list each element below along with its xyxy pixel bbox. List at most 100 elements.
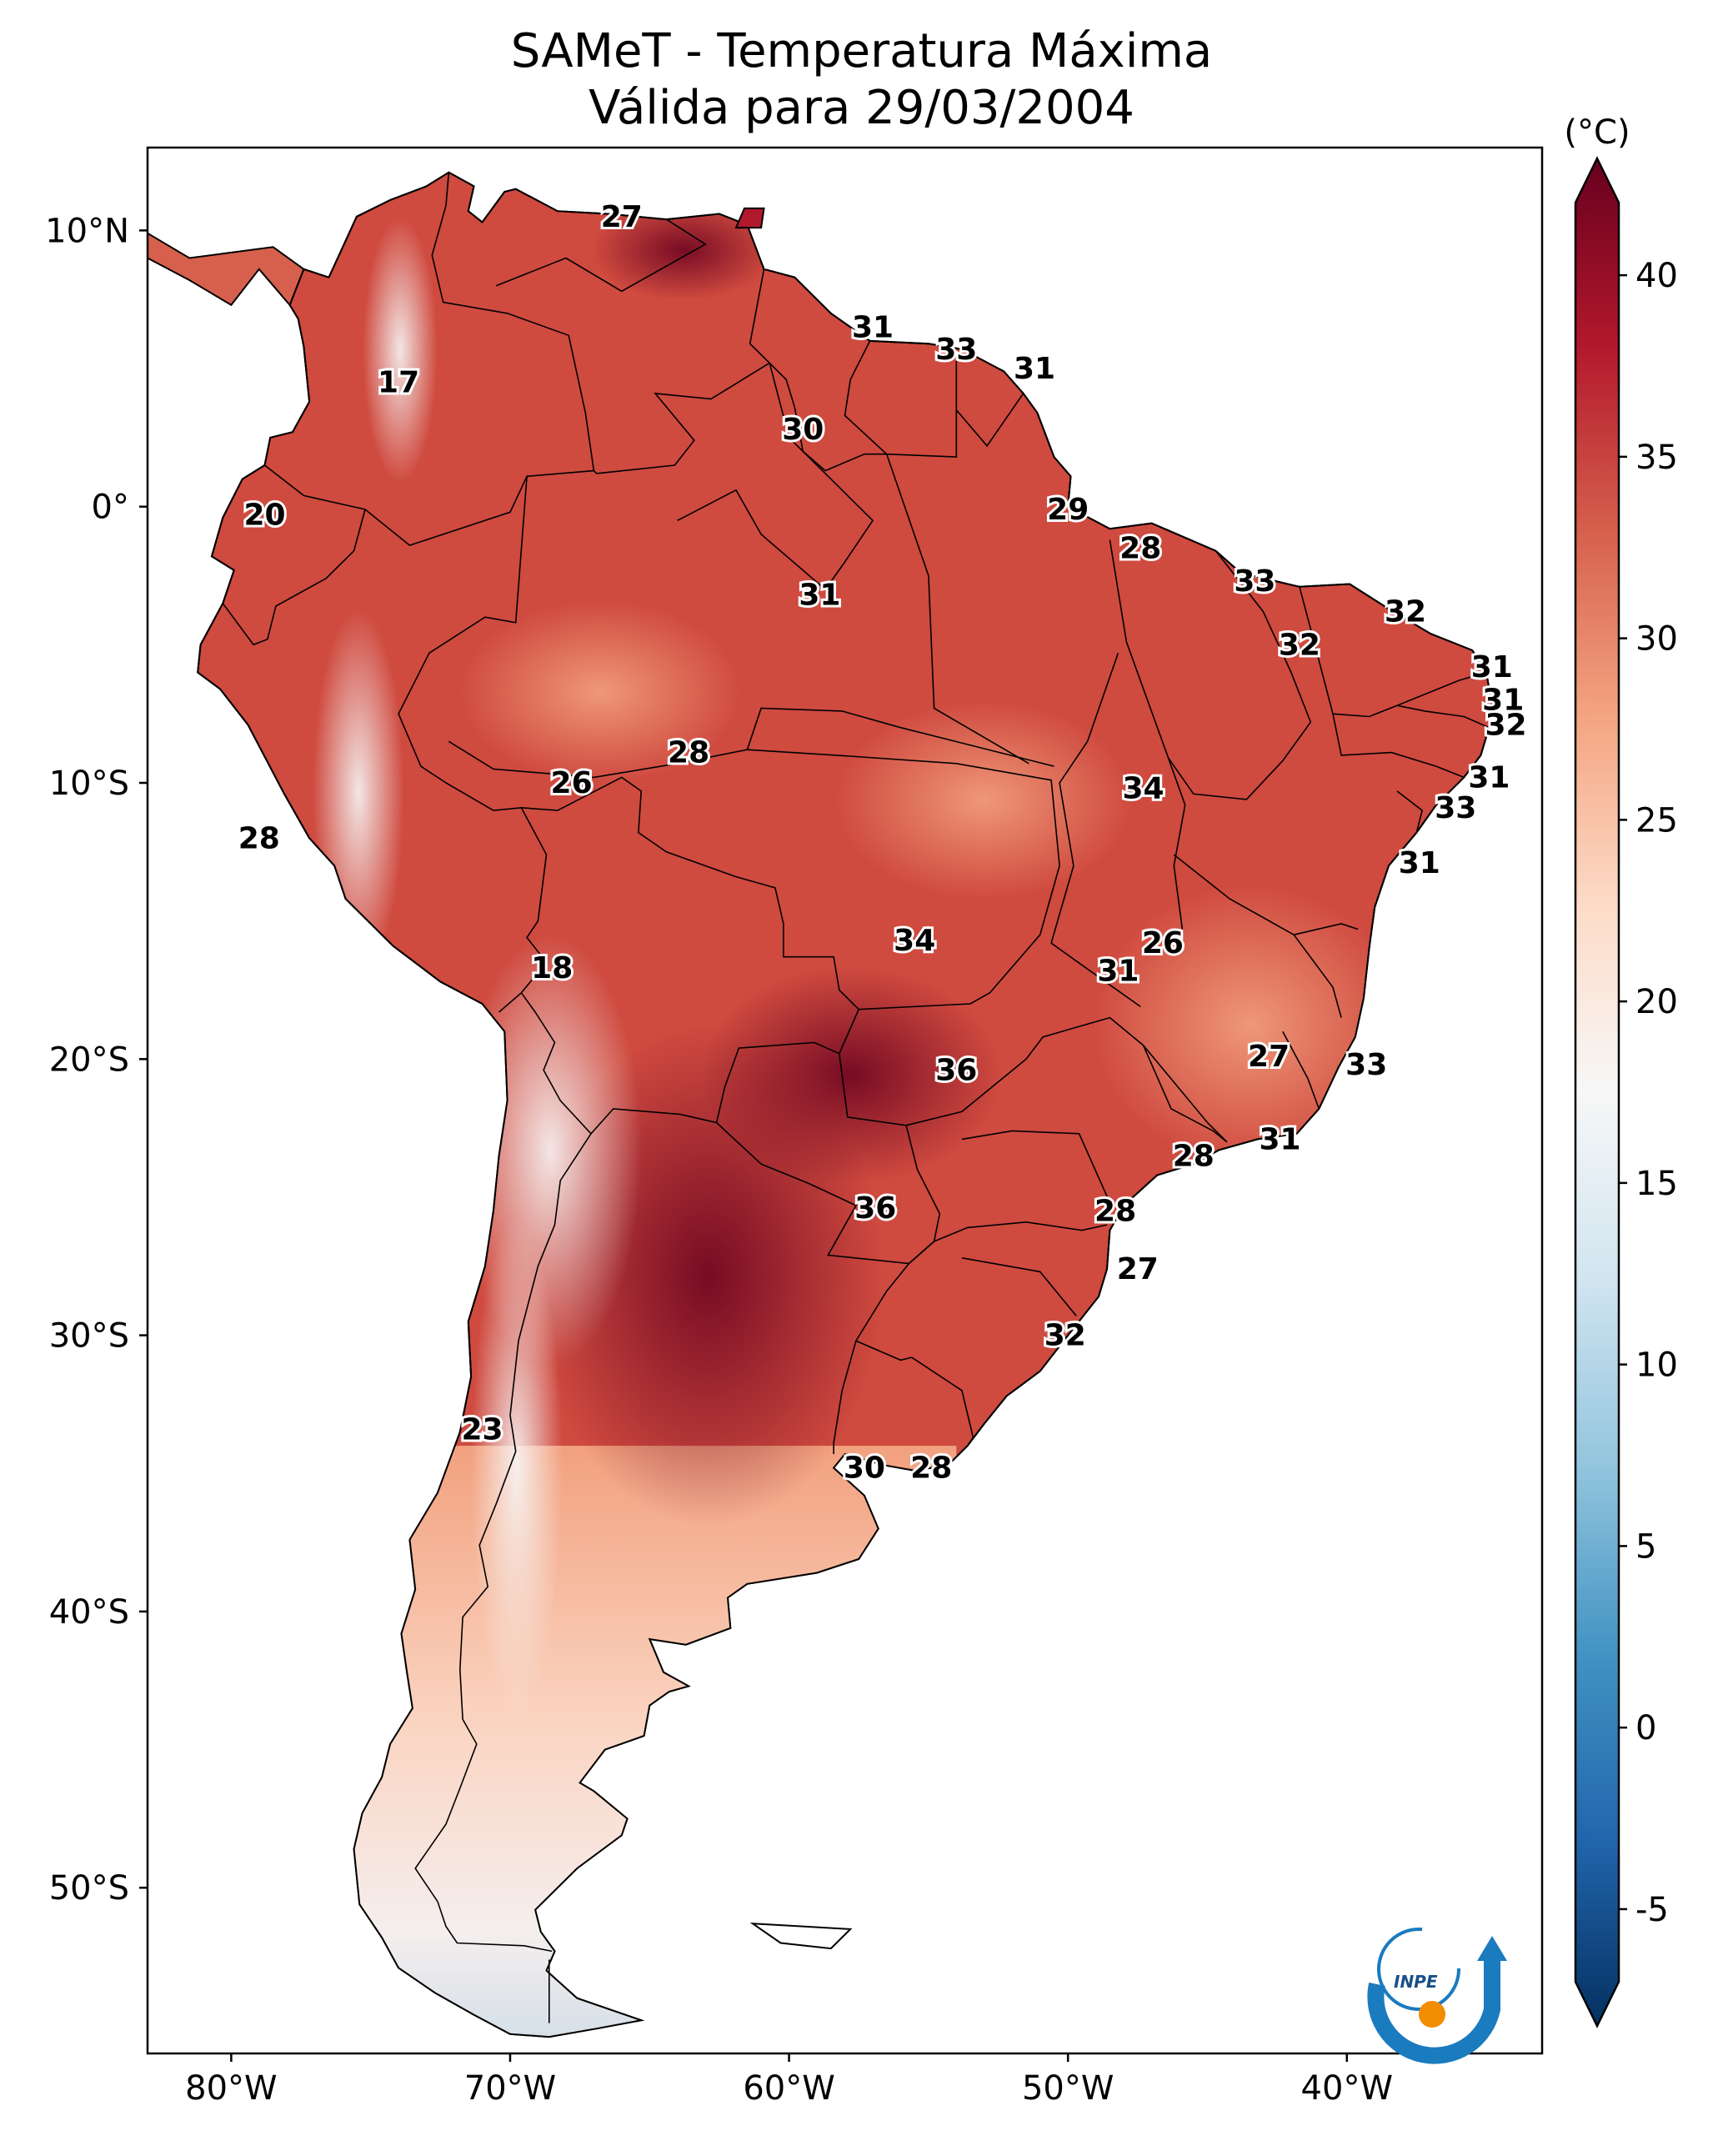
isotherm-label: 31 (852, 310, 894, 344)
border-line (747, 749, 1060, 1010)
map-title: SAMeT - Temperatura Máxima Válida para 2… (0, 23, 1723, 137)
lat-tick-label: 50°S (49, 1869, 129, 1908)
border-line (967, 1221, 1108, 1231)
border-line (222, 509, 366, 646)
border-line (1332, 714, 1465, 779)
isotherm-label: 31 (799, 579, 840, 613)
isotherm-label: 28 (238, 821, 280, 855)
lon-tick-label: 60°W (743, 2069, 834, 2108)
border-line (448, 740, 748, 779)
border-line (833, 1340, 857, 1455)
mato-grosso-heat-core (700, 967, 1000, 1184)
border-line (496, 218, 707, 293)
central-brazil-warm-area (834, 700, 1134, 900)
isotherm-label: 27 (1248, 1040, 1290, 1074)
isotherm-label: 28 (1119, 531, 1161, 565)
isotherm-label: 33 (935, 333, 977, 367)
colorbar-tick-label: 40 (1635, 257, 1678, 295)
isotherm-label: 27 (1117, 1252, 1159, 1286)
panama-isthmus (147, 231, 305, 307)
border-line (749, 268, 887, 472)
colorbar: (°C) 40 35 30 25 20 15 10 5 0 -5 (1564, 113, 1678, 2028)
colorbar-tick-label: 15 (1635, 1165, 1678, 1203)
colorbar-tick-label: 0 (1635, 1709, 1656, 1747)
lat-tick-label: 40°S (49, 1593, 129, 1632)
isotherm-label: 31 (1399, 846, 1440, 880)
border-line (1142, 1045, 1228, 1143)
latitude-axis: 10°N 0° 10°S 20°S 30°S 40°S 50°S (45, 212, 148, 1908)
border-line (431, 172, 598, 474)
isotherm-label: 32 (1044, 1319, 1086, 1353)
title-line-1: SAMeT - Temperatura Máxima (510, 24, 1213, 78)
border-line (1299, 586, 1487, 718)
border-line (1396, 790, 1424, 833)
border-line (885, 454, 1029, 765)
border-line (905, 1016, 1228, 1143)
isotherm-label: 32 (1385, 595, 1426, 629)
isotherm-label: 18 (531, 951, 573, 985)
isotherm-label: 31 (1471, 650, 1513, 684)
colorbar-tick-label: -5 (1635, 1891, 1669, 1929)
isotherm-label: 33 (1234, 564, 1275, 599)
lon-tick-label: 40°W (1301, 2069, 1393, 2108)
isotherm-label: 20 (243, 499, 285, 533)
isotherm-label: 28 (1173, 1139, 1215, 1173)
isotherm-label: 34 (894, 924, 935, 958)
isotherm-label: 30 (844, 1452, 885, 1486)
trinidad-island (734, 207, 765, 229)
isotherm-label: 33 (1345, 1048, 1387, 1082)
colorbar-tick-label: 35 (1635, 439, 1678, 477)
border-line (746, 707, 1054, 767)
isotherm-label: 36 (935, 1054, 977, 1088)
border-line (961, 1130, 1111, 1203)
border-line (1294, 923, 1359, 935)
isotherm-label: 27 (601, 200, 643, 234)
lat-tick-label: 10°N (45, 212, 129, 250)
border-line (955, 393, 1024, 448)
border-line (1050, 653, 1141, 1008)
colorbar-tick-label: 30 (1635, 620, 1678, 659)
acre-warm-area (458, 600, 742, 784)
border-line (1109, 539, 1186, 930)
border-line (414, 1133, 592, 1953)
border-line (264, 464, 528, 546)
isotherm-label: 33 (1435, 791, 1476, 825)
venezuela-heat-core (592, 200, 775, 300)
colorbar-ticks: 40 35 30 25 20 15 10 5 0 -5 (1619, 257, 1678, 1929)
inpe-logo-text: INPE (1394, 1972, 1438, 1992)
colorbar-tick-label: 5 (1635, 1527, 1656, 1566)
colombia-andes-cool-area (363, 217, 438, 484)
isotherm-label: 28 (1094, 1195, 1136, 1229)
border-line (854, 1226, 974, 1447)
isotherm-label: 32 (1279, 628, 1320, 662)
border-line (1167, 550, 1312, 800)
lon-tick-label: 80°W (185, 2069, 277, 2108)
political-borders (222, 172, 1490, 2023)
isotherm-label: 17 (378, 366, 419, 400)
border-line (677, 363, 874, 591)
isotherm-label: 23 (461, 1412, 503, 1447)
isotherm-label: 29 (1047, 493, 1089, 527)
colorbar-tick-label: 20 (1635, 983, 1678, 1021)
title-line-2: Válida para 29/03/2004 (589, 81, 1134, 135)
border-line (961, 1257, 1077, 1316)
isotherm-label: 31 (1014, 352, 1055, 386)
border-line (1282, 1030, 1320, 1110)
isotherm-label: 30 (782, 413, 824, 447)
isotherm-label: 28 (668, 736, 709, 770)
lat-tick-label: 20°S (49, 1040, 129, 1079)
border-line (520, 992, 840, 1135)
longitude-axis: 80°W 70°W 60°W 50°W 40°W (185, 2053, 1393, 2108)
colorbar-tick-label: 25 (1635, 801, 1678, 840)
lat-tick-label: 0° (92, 489, 129, 527)
isotherm-label: 32 (1485, 708, 1526, 742)
lat-tick-label: 10°S (49, 765, 129, 803)
isotherm-label: 26 (1142, 926, 1184, 960)
falkland-islands (749, 1923, 853, 1950)
isotherm-label: 28 (910, 1452, 952, 1486)
isotherm-label: 31 (1468, 760, 1510, 795)
colorbar-tick-label: 10 (1635, 1346, 1678, 1385)
isotherm-label: 31 (1097, 954, 1139, 988)
